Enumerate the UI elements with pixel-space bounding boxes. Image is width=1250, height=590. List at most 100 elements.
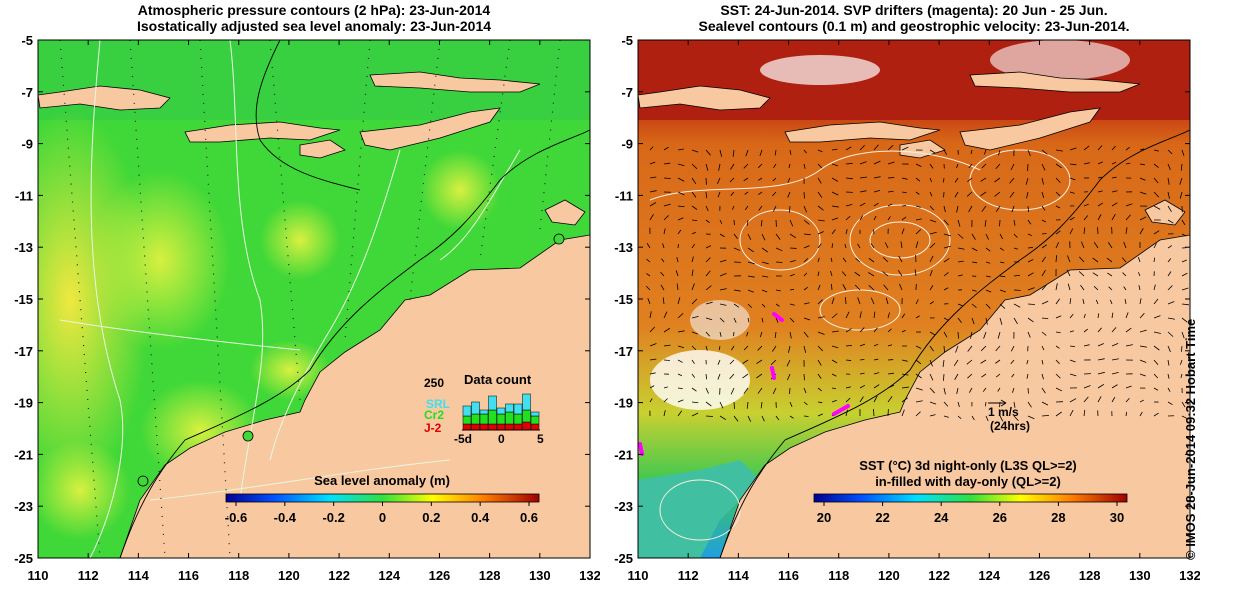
velocity-arrow xyxy=(817,345,824,352)
velocity-arrow xyxy=(882,257,889,263)
velocity-arrow xyxy=(1083,313,1086,319)
velocity-arrow xyxy=(719,259,727,263)
velocity-arrow xyxy=(942,359,945,367)
velocity-arrow xyxy=(957,303,963,307)
velocity-arrow xyxy=(1167,245,1173,249)
velocity-arrow xyxy=(660,284,665,291)
velocity-arrow xyxy=(1055,205,1061,209)
velocity-arrow xyxy=(873,311,876,319)
velocity-arrow xyxy=(943,149,948,155)
velocity-arrow xyxy=(1167,373,1170,379)
velocity-arrow xyxy=(845,215,851,221)
velocity-arrow xyxy=(1111,312,1114,319)
velocity-arrow xyxy=(1167,317,1175,320)
velocity-arrow xyxy=(831,148,838,151)
count-bar xyxy=(505,423,514,431)
velocity-arrow xyxy=(870,297,875,305)
velocity-arrow xyxy=(831,313,838,319)
velocity-arrow xyxy=(817,243,822,249)
velocity-arrow xyxy=(747,275,755,278)
velocity-arrow xyxy=(1027,205,1029,212)
velocity-arrow xyxy=(691,298,698,305)
x-tick-label: 130 xyxy=(529,568,551,583)
colorbar-tick-label: 22 xyxy=(875,510,889,525)
velocity-arrow xyxy=(1011,373,1015,378)
colorbar-tick-label: 20 xyxy=(817,510,831,525)
velocity-arrow xyxy=(929,301,934,305)
velocity-arrow xyxy=(887,145,894,151)
velocity-arrow xyxy=(954,177,959,183)
velocity-arrow xyxy=(756,359,763,365)
velocity-arrow xyxy=(1153,331,1161,334)
velocity-arrow xyxy=(1125,411,1128,417)
y-tick-label: -21 xyxy=(14,447,33,462)
velocity-arrow xyxy=(1069,345,1076,348)
velocity-arrow xyxy=(1027,401,1032,408)
velocity-arrow xyxy=(943,345,945,353)
velocity-arrow xyxy=(691,149,699,153)
velocity-arrow xyxy=(761,261,769,265)
velocity-arrow xyxy=(719,272,727,277)
velocity-arrow xyxy=(677,163,685,167)
velocity-arrow xyxy=(803,205,808,213)
velocity-arrow xyxy=(999,233,1004,240)
velocity-arrow xyxy=(1139,373,1146,377)
velocity-arrow xyxy=(1027,233,1032,236)
data-count-inset: Data count 250 SRL Cr2 J-2 -5d 0 5 xyxy=(424,372,544,446)
count-bar xyxy=(471,423,480,431)
velocity-arrow xyxy=(1125,327,1132,333)
velocity-arrow xyxy=(980,191,987,197)
velocity-arrow xyxy=(943,415,949,418)
velocity-arrow xyxy=(663,146,669,151)
velocity-arrow xyxy=(915,299,919,305)
velocity-arrow xyxy=(663,177,671,179)
velocity-arrow xyxy=(1093,241,1099,249)
velocity-arrow xyxy=(873,327,878,333)
velocity-arrow xyxy=(1181,259,1187,263)
velocity-arrow xyxy=(1041,191,1045,198)
velocity-arrow xyxy=(929,242,936,249)
velocity-arrow xyxy=(1069,330,1074,333)
velocity-arrow xyxy=(985,415,989,422)
velocity-arrow xyxy=(999,275,1006,278)
velocity-arrow xyxy=(817,177,822,184)
velocity-arrow xyxy=(691,219,698,221)
velocity-arrow xyxy=(719,149,723,157)
x-tick-label: 132 xyxy=(1179,568,1200,583)
velocity-arrow xyxy=(719,303,727,306)
velocity-arrow xyxy=(789,303,795,306)
velocity-arrow xyxy=(718,163,721,171)
velocity-arrow xyxy=(789,387,791,395)
velocity-arrow xyxy=(759,149,763,156)
velocity-arrow xyxy=(803,387,807,394)
velocity-arrow xyxy=(817,231,824,235)
velocity-arrow xyxy=(831,373,837,377)
velocity-arrow xyxy=(901,146,909,151)
colorbar-tick-label: 26 xyxy=(993,510,1007,525)
velocity-arrow xyxy=(1167,205,1172,213)
count-bar xyxy=(488,409,497,425)
velocity-arrow xyxy=(817,271,820,277)
velocity-arrow xyxy=(663,203,671,207)
velocity-arrow xyxy=(719,219,723,225)
velocity-arrow xyxy=(980,177,987,182)
velocity-arrow xyxy=(1139,298,1142,305)
velocity-arrow xyxy=(873,215,877,221)
imos-credit: © IMOS 28-Jun-2014 09:32 Hobart Time xyxy=(1183,318,1198,560)
y-tick-label: -9 xyxy=(21,137,33,152)
velocity-arrow xyxy=(980,359,987,364)
velocity-arrow xyxy=(915,400,923,403)
velocity-arrow xyxy=(789,205,791,213)
velocity-arrow xyxy=(719,288,727,291)
velocity-arrow xyxy=(1153,177,1159,184)
velocity-arrow xyxy=(719,331,722,337)
velocity-arrow xyxy=(901,397,908,403)
velocity-scale: 1 m/s (24hrs) xyxy=(988,399,1030,433)
velocity-arrow xyxy=(1012,387,1015,393)
velocity-arrow xyxy=(649,146,654,151)
velocity-arrow xyxy=(757,387,763,394)
velocity-arrow xyxy=(663,386,668,389)
velocity-arrow xyxy=(899,283,903,291)
count-bar xyxy=(505,411,514,425)
colorbar-tick-label: 0.2 xyxy=(422,510,440,525)
